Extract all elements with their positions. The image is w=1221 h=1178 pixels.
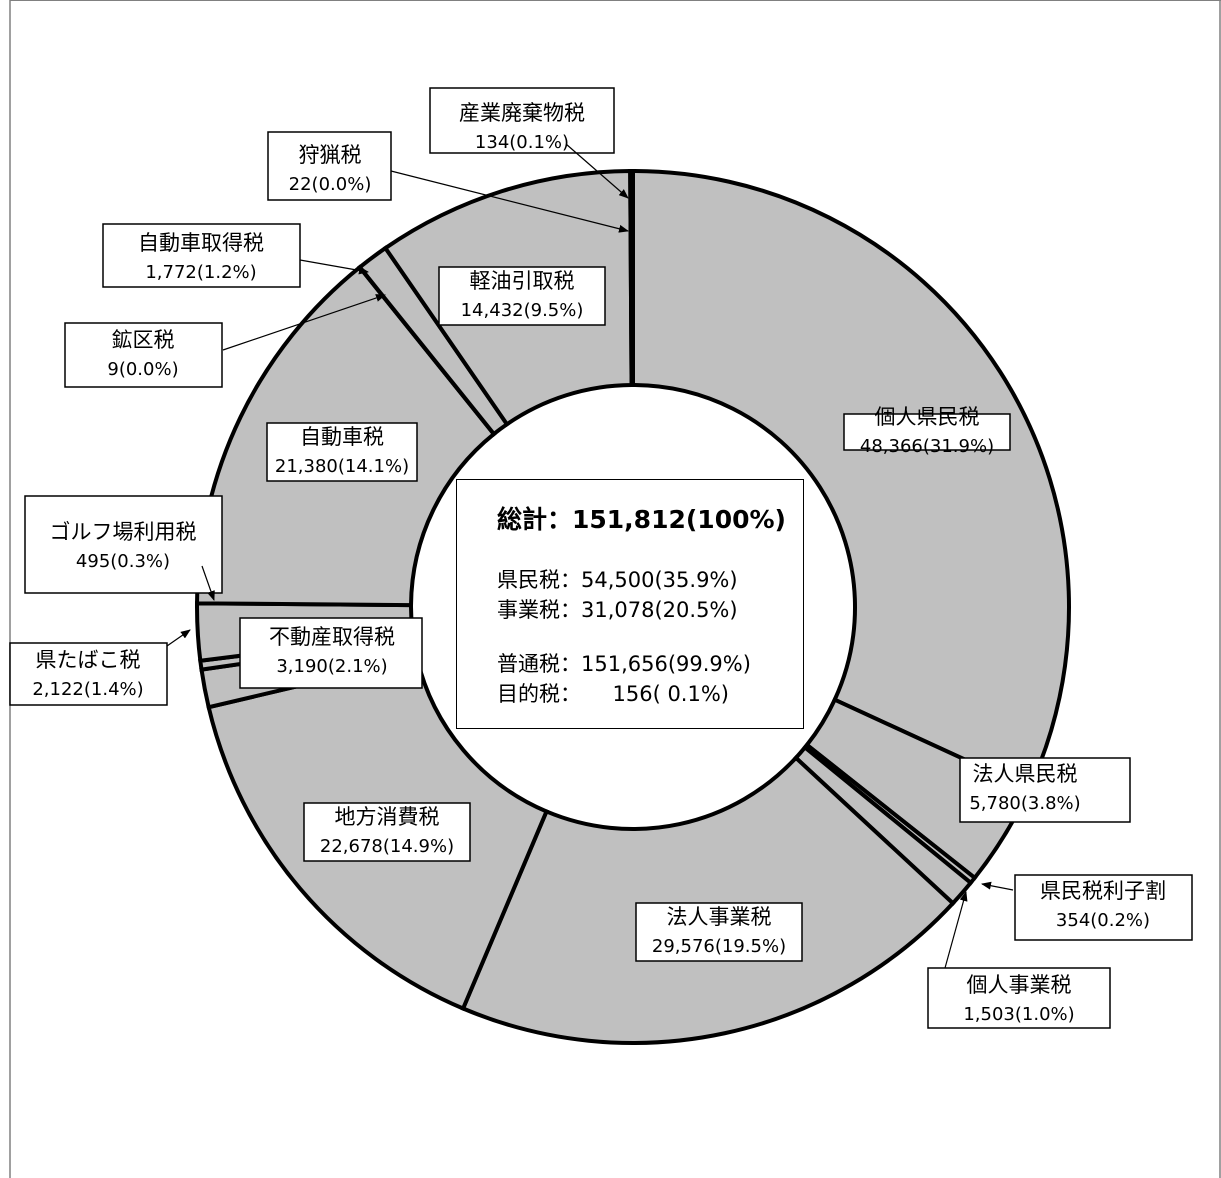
slice-name-5: 地方消費税 bbox=[335, 805, 440, 829]
slice-value-13: 22(0.0%) bbox=[289, 174, 372, 195]
leader-arrow-3 bbox=[944, 891, 968, 969]
slice-value-4: 29,576(19.5%) bbox=[652, 936, 786, 957]
slice-0 bbox=[631, 168, 1071, 792]
slice-4 bbox=[460, 755, 956, 1045]
label-box-6 bbox=[9, 642, 168, 706]
slice-name-13: 狩猟税 bbox=[299, 143, 362, 167]
slice-name-2: 県民税利子割 bbox=[1040, 879, 1166, 903]
slice-value-3: 1,503(1.0%) bbox=[963, 1004, 1074, 1025]
summary-jigyouzei: 事業税：31,078(20.5%) bbox=[497, 598, 738, 622]
slice-value-1: 5,780(3.8%) bbox=[969, 793, 1080, 814]
slice-value-2: 354(0.2%) bbox=[1056, 910, 1150, 931]
slice-name-1: 法人県民税 bbox=[973, 762, 1078, 786]
label-box-10 bbox=[64, 322, 223, 388]
summary-kenminzei: 県民税：54,500(35.9%) bbox=[497, 568, 738, 592]
slice-name-8: 不動産取得税 bbox=[269, 625, 395, 649]
slice-value-9: 21,380(14.1%) bbox=[275, 456, 409, 477]
slice-14 bbox=[628, 168, 635, 388]
summary-mokutekizei: 目的税： 156( 0.1%) bbox=[497, 682, 729, 706]
slice-value-14: 134(0.1%) bbox=[475, 132, 569, 153]
slice-name-14: 産業廃棄物税 bbox=[459, 101, 585, 125]
leader-arrow-2 bbox=[981, 881, 1014, 891]
leader-arrow-11 bbox=[299, 259, 369, 275]
slice-name-9: 自動車税 bbox=[300, 425, 384, 449]
leader-arrow-7 bbox=[201, 565, 215, 601]
label-box-14 bbox=[429, 87, 615, 154]
label-box-11 bbox=[102, 223, 301, 288]
label-box-3 bbox=[927, 967, 1111, 1029]
label-box-7 bbox=[24, 495, 223, 594]
slice-name-6: 県たばこ税 bbox=[36, 648, 141, 672]
label-box-4 bbox=[635, 902, 803, 962]
slice-name-11: 自動車取得税 bbox=[138, 231, 264, 255]
leader-arrow-14 bbox=[565, 143, 629, 199]
slice-value-12: 14,432(9.5%) bbox=[461, 300, 584, 321]
leader-arrow-6 bbox=[166, 629, 191, 647]
label-box-12 bbox=[438, 266, 606, 326]
slice-value-11: 1,772(1.2%) bbox=[145, 262, 256, 283]
slice-value-0: 48,366(31.9%) bbox=[860, 436, 994, 457]
summary-futsuuzei: 普通税：151,656(99.9%) bbox=[497, 652, 751, 676]
slice-name-3: 個人事業税 bbox=[967, 973, 1072, 997]
slice-name-12: 軽油引取税 bbox=[470, 269, 575, 293]
slice-name-4: 法人事業税 bbox=[667, 905, 772, 929]
label-box-9 bbox=[266, 422, 418, 482]
slice-value-8: 3,190(2.1%) bbox=[276, 656, 387, 677]
label-box-13 bbox=[267, 131, 392, 201]
label-box-0 bbox=[843, 413, 1011, 451]
slice-value-5: 22,678(14.9%) bbox=[320, 836, 454, 857]
label-box-1 bbox=[959, 757, 1131, 823]
slice-value-6: 2,122(1.4%) bbox=[32, 679, 143, 700]
label-box-5 bbox=[303, 802, 471, 862]
slice-value-7: 495(0.3%) bbox=[76, 551, 170, 572]
total-label: 総計：151,812(100%) bbox=[497, 505, 786, 534]
slice-value-10: 9(0.0%) bbox=[107, 359, 178, 380]
summary-box: 総計：151,812(100%) 県民税：54,500(35.9%) 事業税：3… bbox=[456, 479, 804, 729]
label-box-2 bbox=[1014, 874, 1193, 941]
leader-arrow-10 bbox=[222, 294, 386, 351]
slice-name-10: 鉱区税 bbox=[112, 328, 175, 352]
slice-name-7: ゴルフ場利用税 bbox=[50, 520, 197, 544]
slice-name-0: 個人県民税 bbox=[875, 405, 980, 429]
label-box-8 bbox=[239, 617, 423, 689]
leader-arrow-13 bbox=[390, 170, 629, 233]
